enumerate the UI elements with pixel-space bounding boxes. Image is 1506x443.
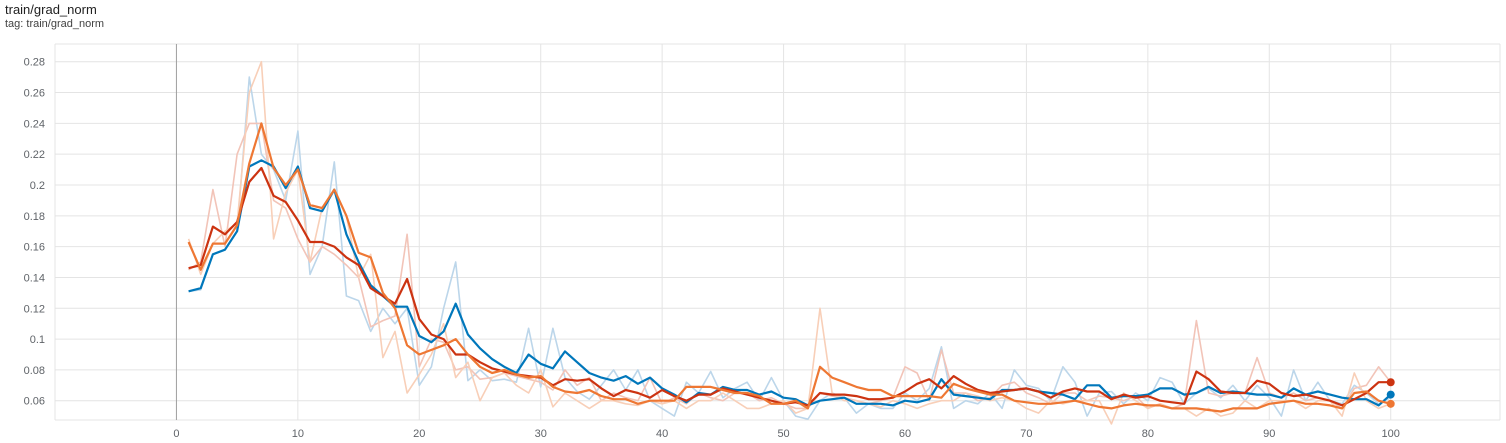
x-tick-label: 100 bbox=[1382, 428, 1400, 440]
x-tick-label: 0 bbox=[173, 428, 179, 440]
raw-series-line-run-blue bbox=[188, 76, 1392, 421]
y-tick-label: 0.28 bbox=[24, 57, 45, 69]
y-tick-label: 0.06 bbox=[24, 396, 45, 408]
x-tick-label: 50 bbox=[777, 428, 789, 440]
x-tick-label: 60 bbox=[899, 428, 911, 440]
y-tick-label: 0.18 bbox=[24, 211, 45, 223]
card-header: train/grad_norm tag: train/grad_norm bbox=[5, 2, 105, 31]
y-tick-label: 0.24 bbox=[24, 118, 45, 130]
raw-series-line-run-red bbox=[188, 122, 1392, 410]
smoothed-series-line-run-orange[interactable] bbox=[187, 122, 1391, 413]
y-tick-label: 0.1 bbox=[30, 334, 45, 346]
axis-layer: 0 10 20 30 40 50 60 70 80 90 100 0.06 0.08 0.1 0.12 0.1… bbox=[24, 44, 1400, 440]
chart-tag: tag: train/grad_norm bbox=[5, 17, 105, 30]
end-point-marker-run-orange[interactable] bbox=[1386, 399, 1395, 408]
x-tick-label: 40 bbox=[656, 428, 668, 440]
x-tick-label: 80 bbox=[1142, 428, 1154, 440]
end-point-marker-run-red[interactable] bbox=[1386, 378, 1395, 387]
y-tick-label: 0.08 bbox=[24, 365, 45, 377]
x-tick-label: 20 bbox=[413, 428, 425, 440]
end-point-marker-run-blue[interactable] bbox=[1386, 390, 1395, 399]
x-tick-label: 70 bbox=[1020, 428, 1032, 440]
end-marker-layer bbox=[1386, 378, 1395, 408]
y-tick-label: 0.12 bbox=[24, 303, 45, 315]
y-tick-label: 0.2 bbox=[30, 180, 45, 192]
smoothed-series-layer bbox=[187, 122, 1392, 413]
grid-layer bbox=[54, 43, 1501, 421]
x-tick-label: 10 bbox=[292, 428, 304, 440]
raw-series-line-run-orange bbox=[187, 60, 1391, 425]
y-tick-label: 0.16 bbox=[24, 242, 45, 254]
y-tick-label: 0.26 bbox=[24, 88, 45, 100]
chart-title: train/grad_norm bbox=[5, 2, 97, 17]
x-tick-label: 30 bbox=[535, 428, 547, 440]
y-tick-label: 0.22 bbox=[24, 149, 45, 161]
raw-series-layer bbox=[187, 60, 1392, 425]
x-tick-label: 90 bbox=[1263, 428, 1275, 440]
y-tick-label: 0.14 bbox=[24, 272, 45, 284]
